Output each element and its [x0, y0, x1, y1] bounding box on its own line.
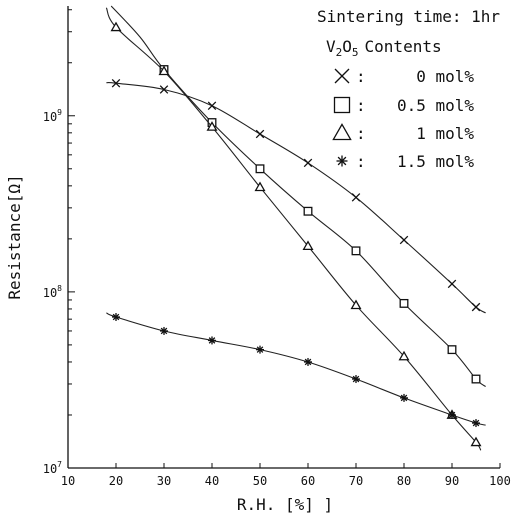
legend-title-o: O — [342, 37, 352, 56]
x-tick-label-70: 70 — [349, 474, 363, 488]
legend-row-3: : 1 mol% — [333, 124, 474, 143]
x-tick-label-100: 100 — [489, 474, 511, 488]
series-4 — [106, 313, 485, 427]
series-4-point-7 — [400, 394, 408, 402]
series-4-point-9 — [472, 419, 480, 427]
series-4-point-8 — [448, 411, 456, 419]
series-1-line — [106, 83, 485, 313]
x-tick-label-90: 90 — [445, 474, 459, 488]
y-tick-label-base: 10 — [43, 286, 57, 300]
y-tick-label-1e9: 109 — [43, 108, 62, 124]
legend-colon-1: : — [356, 67, 366, 86]
legend: Sintering time: 1hr V2O5 Contents : 0 mol%… — [317, 7, 500, 171]
x-tick-label-80: 80 — [397, 474, 411, 488]
series-4-point-4 — [256, 346, 264, 354]
y-tick-label-base: 10 — [43, 110, 57, 124]
x-tick-label-50: 50 — [253, 474, 267, 488]
legend-title-sub-2: 2 — [336, 46, 343, 59]
series-1-point-3 — [208, 102, 216, 110]
legend-row-4: : 1.5 mol% — [337, 152, 475, 171]
legend-row-2: : 0.5 mol% — [335, 96, 475, 115]
x-tick-label-30: 30 — [157, 474, 171, 488]
series-2-point-3 — [256, 165, 264, 173]
legend-marker-1 — [335, 69, 349, 83]
legend-rows: : 0 mol%: 0.5 mol%: 1 mol%: 1.5 mol% — [333, 67, 474, 171]
chart-title: Sintering time: 1hr — [317, 7, 500, 26]
series-4-point-1 — [112, 313, 120, 321]
series-2-point-4 — [304, 207, 312, 215]
y-tick-label-exp: 9 — [57, 108, 62, 117]
legend-marker-2 — [335, 98, 350, 113]
y-tick-label-exp: 7 — [57, 460, 62, 469]
series-1-point-8 — [448, 280, 456, 288]
series-4-point-6 — [352, 375, 360, 383]
series-2-point-5 — [352, 247, 360, 255]
series-4-point-2 — [160, 327, 168, 335]
legend-title-sub-5: 5 — [352, 46, 359, 59]
legend-label-2: 0.5 mol% — [397, 96, 474, 115]
series-1-point-9 — [472, 303, 480, 311]
x-tick-label-10: 10 — [61, 474, 75, 488]
series-4-point-5 — [304, 358, 312, 366]
legend-marker-4 — [337, 156, 348, 167]
series-1-point-7 — [400, 236, 408, 244]
legend-title-v: V — [326, 37, 336, 56]
series-2-point-8 — [472, 375, 480, 383]
legend-title: V2O5 Contents — [326, 37, 442, 59]
series-2-line — [111, 6, 485, 387]
series-1-point-5 — [304, 159, 312, 167]
y-tick-label-1e8: 108 — [43, 284, 62, 300]
x-tick-label-20: 20 — [109, 474, 123, 488]
series-1-point-6 — [352, 194, 360, 202]
series-2-point-7 — [448, 346, 456, 354]
y-tick-label-exp: 8 — [57, 284, 62, 293]
legend-row-1: : 0 mol% — [335, 67, 474, 86]
series-2 — [111, 6, 485, 387]
x-tick-label-60: 60 — [301, 474, 315, 488]
series-2-point-6 — [400, 300, 408, 308]
legend-colon-4: : — [356, 152, 366, 171]
legend-colon-2: : — [356, 96, 366, 115]
y-axis-label: Resistance[Ω] — [5, 174, 24, 299]
legend-colon-3: : — [356, 124, 366, 143]
x-axis-label: R.H. [%] ] — [237, 495, 333, 514]
series-4-point-3 — [208, 336, 216, 344]
x-tick-label-40: 40 — [205, 474, 219, 488]
legend-label-3: 1 mol% — [416, 124, 474, 143]
legend-title-contents: Contents — [365, 37, 442, 56]
legend-label-1: 0 mol% — [416, 67, 474, 86]
y-tick-label-1e7: 107 — [43, 460, 62, 476]
legend-label-4: 1.5 mol% — [397, 152, 474, 171]
series-1-point-2 — [160, 86, 168, 94]
y-tick-label-base: 10 — [43, 462, 57, 476]
series-1-point-4 — [256, 130, 264, 138]
legend-marker-3 — [333, 124, 350, 139]
